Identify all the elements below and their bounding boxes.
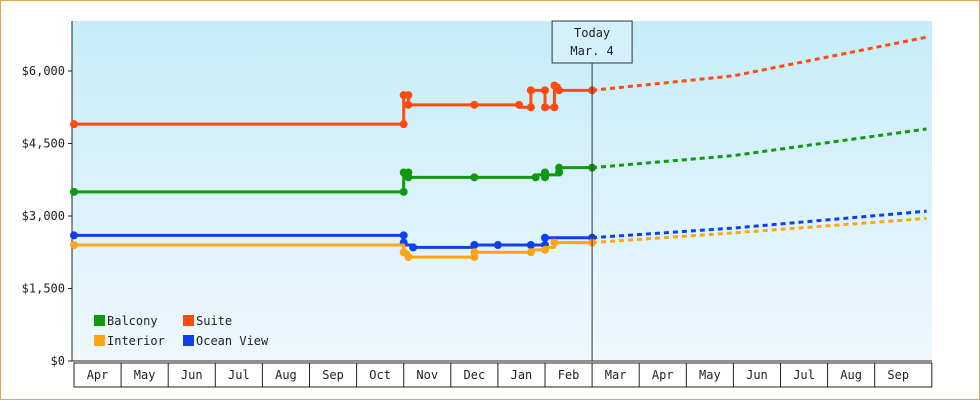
data-point (70, 187, 78, 196)
data-point (531, 173, 540, 182)
data-point (541, 103, 549, 112)
x-tick-label: Jun (181, 368, 203, 382)
y-tick-label: $4,500 (22, 137, 65, 151)
x-axis-band (73, 362, 933, 388)
forecast-line (591, 209, 927, 240)
today-box (551, 20, 633, 64)
data-point (70, 120, 78, 129)
today-date: Mar. 4 (570, 44, 613, 58)
data-point (526, 86, 535, 95)
data-point (550, 238, 559, 247)
legend-label: Interior (107, 334, 165, 348)
x-tick-label: Mar (605, 368, 627, 382)
y-tick-label: $1,500 (22, 282, 65, 296)
legend-label: Ocean View (196, 334, 269, 348)
y-tick-label: $6,000 (22, 64, 65, 78)
data-point (399, 120, 408, 129)
data-point (470, 173, 479, 182)
data-point (399, 187, 408, 196)
data-point (526, 241, 535, 249)
forecast-line (591, 35, 927, 92)
data-point (70, 231, 78, 240)
x-tick-label: Aug (275, 368, 297, 382)
x-tick-label: Jul (793, 368, 815, 382)
data-point (493, 241, 502, 249)
legend-swatch (183, 335, 194, 346)
x-tick-label: Jul (228, 368, 250, 382)
data-point (555, 86, 564, 95)
x-tick-label: Dec (464, 368, 486, 382)
data-point (404, 100, 413, 109)
data-point (470, 248, 479, 257)
data-point (470, 241, 479, 249)
y-tick-label: $0 (51, 354, 65, 368)
data-point (541, 245, 549, 254)
x-tick-label: Jun (746, 368, 768, 382)
x-tick-label: Feb (558, 368, 580, 382)
legend-swatch (94, 335, 105, 346)
data-point (526, 103, 535, 112)
x-tick-label: Oct (369, 368, 391, 382)
x-tick-label: Aug (840, 368, 862, 382)
series-suite (70, 35, 927, 129)
legend-label: Balcony (107, 314, 158, 328)
x-tick-label: Jan (511, 368, 533, 382)
data-point (541, 233, 549, 242)
today-label: Today (574, 26, 610, 40)
data-point (404, 253, 413, 262)
data-point (404, 173, 413, 182)
data-point (541, 168, 549, 177)
series-balcony (70, 127, 927, 196)
data-point (409, 243, 418, 252)
data-point (541, 86, 549, 95)
x-tick-label: Apr (652, 368, 674, 382)
data-point (404, 91, 413, 100)
legend-swatch (183, 315, 194, 326)
data-point (555, 163, 564, 172)
data-point (550, 103, 559, 112)
x-tick-label: Nov (416, 368, 438, 382)
legend-label: Suite (196, 314, 232, 328)
y-tick-label: $3,000 (22, 209, 65, 223)
legend-swatch (94, 315, 105, 326)
data-point (70, 241, 78, 249)
x-tick-label: Sep (322, 368, 344, 382)
data-point (470, 100, 479, 109)
data-point (515, 100, 524, 109)
x-tick-label: May (134, 368, 156, 382)
series-ocean-view (70, 209, 927, 252)
data-point (526, 248, 535, 257)
forecast-line (591, 127, 927, 170)
x-tick-label: Apr (87, 368, 109, 382)
forecast-line (591, 216, 927, 245)
x-tick-label: Sep (887, 368, 909, 382)
series-interior (70, 216, 927, 262)
x-tick-label: May (699, 368, 721, 382)
data-point (399, 231, 408, 240)
